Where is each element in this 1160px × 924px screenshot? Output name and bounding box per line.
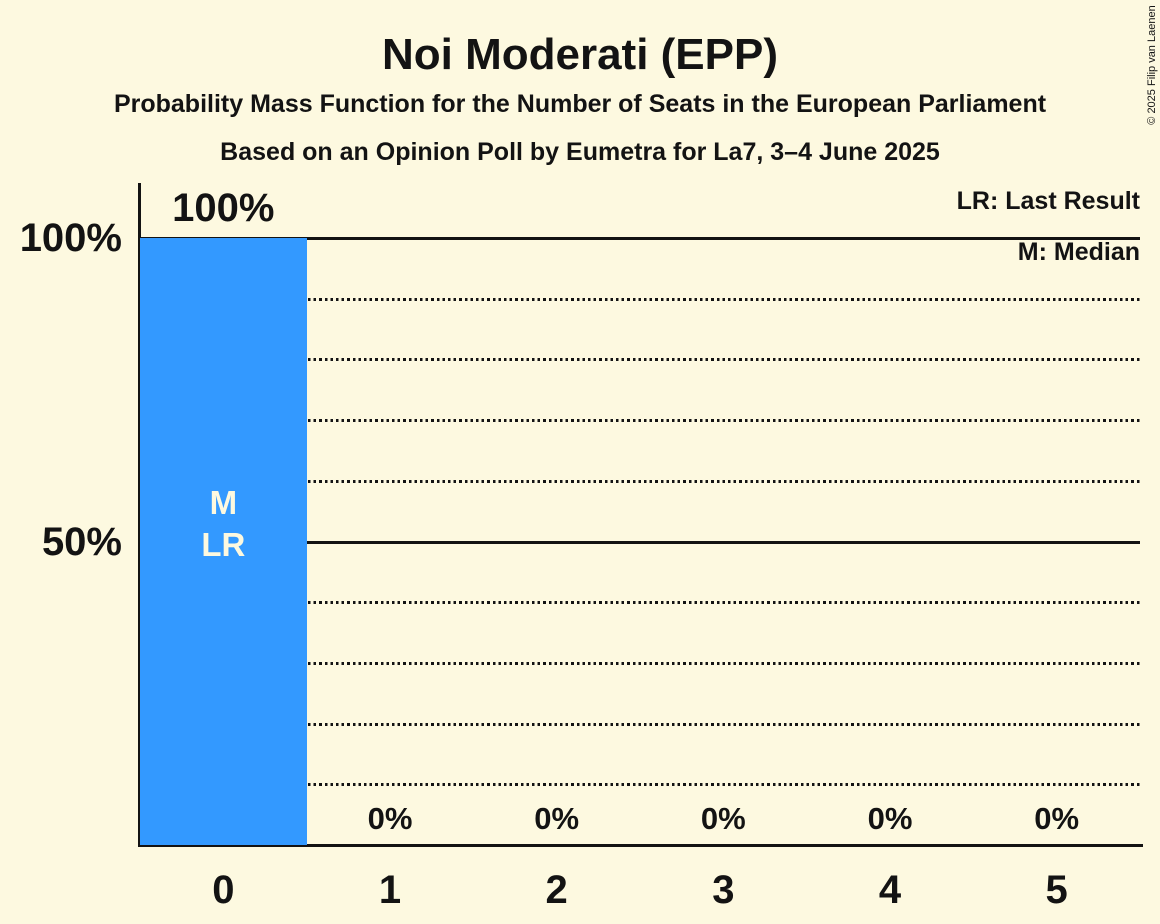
gridline-dotted-30pct — [140, 661, 1140, 665]
bar-annotation-line-lr: LR — [201, 526, 246, 563]
x-tick-label-3: 3 — [712, 868, 735, 912]
x-tick-label-4: 4 — [878, 868, 902, 912]
gridline-dotted-40pct — [140, 601, 1140, 605]
gridline-solid-50pct — [140, 540, 1140, 544]
bar-annotation-0: M LR — [140, 482, 307, 566]
bar-value-label-1: 0% — [367, 801, 413, 836]
bar-annotation-line-m: M — [209, 484, 238, 521]
y-tick-label-100pct: 100% — [19, 216, 122, 260]
gridline-dotted-90pct — [140, 297, 1140, 301]
legend-last-result: LR: Last Result — [956, 187, 1140, 215]
gridline-dotted-60pct — [140, 479, 1140, 483]
gridline-dotted-10pct — [140, 783, 1140, 787]
chart-title: Noi Moderati (EPP) — [381, 30, 779, 79]
bar-value-label-4: 0% — [867, 801, 913, 836]
bar-value-label-0: 100% — [172, 186, 275, 230]
bar-value-label-2: 0% — [534, 801, 580, 836]
bar-seats-0 — [140, 238, 307, 845]
x-tick-label-2: 2 — [545, 868, 568, 912]
chart-subtitle-line2: Based on an Opinion Poll by Eumetra for … — [220, 138, 940, 166]
gridline-dotted-80pct — [140, 358, 1140, 362]
y-axis-line — [138, 183, 141, 847]
bar-value-label-3: 0% — [700, 801, 746, 836]
bar-value-label-5: 0% — [1034, 801, 1080, 836]
gridline-solid-100pct — [140, 237, 1140, 240]
x-axis-line — [138, 844, 1143, 847]
gridline-dotted-20pct — [140, 722, 1140, 726]
y-tick-label-50pct: 50% — [41, 519, 122, 564]
legend-median: M: Median — [1017, 238, 1140, 266]
x-tick-label-5: 5 — [1045, 868, 1068, 912]
gridline-dotted-70pct — [140, 419, 1140, 423]
chart-subtitle-line1: Probability Mass Function for the Number… — [113, 90, 1047, 118]
x-tick-label-0: 0 — [212, 868, 235, 912]
x-tick-label-1: 1 — [378, 868, 402, 912]
